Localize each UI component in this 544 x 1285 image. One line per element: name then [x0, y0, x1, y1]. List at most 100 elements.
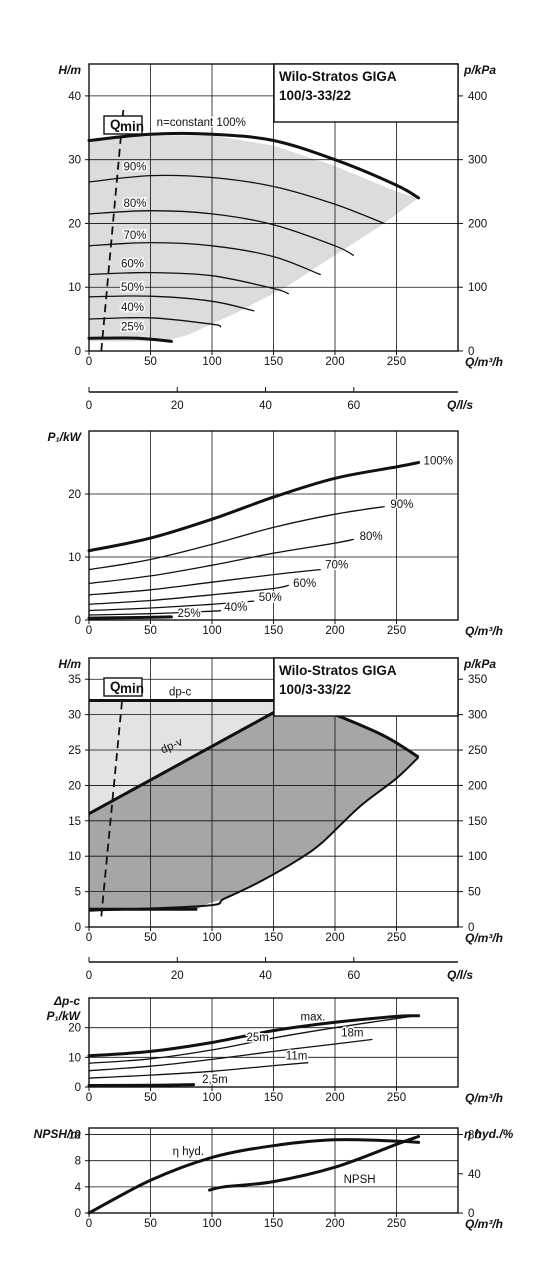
y2-tick-label: 100 — [468, 851, 487, 863]
y-tick-label: 10 — [68, 282, 81, 294]
y-tick-label: 12 — [68, 1130, 81, 1142]
series-line-n-constant-100- — [87, 131, 421, 200]
y-axis-title: NPSH/m — [34, 1127, 82, 1141]
qmin-sub: min — [120, 119, 144, 134]
panel-bg-head_curves — [89, 135, 419, 342]
series-line-25- — [87, 336, 173, 343]
series-label: η hyd. — [173, 1146, 204, 1158]
y-tick-label: 20 — [68, 780, 81, 792]
series-line-40- — [88, 316, 222, 328]
series-label: 25% — [121, 322, 144, 334]
x-tick-label: 250 — [387, 625, 406, 637]
chart-title-line1: Wilo-Stratos GIGA — [279, 663, 397, 678]
y-tick-label: 0 — [75, 1208, 81, 1220]
x-tick-label: 50 — [144, 932, 157, 944]
y2-axis-title: p/kPa — [463, 657, 496, 671]
y-tick-label: 20 — [68, 1023, 81, 1035]
x-tick-label: 0 — [86, 625, 92, 637]
y-tick-label: 0 — [75, 922, 81, 934]
x-tick-label: 50 — [144, 625, 157, 637]
series-label: 90% — [390, 499, 413, 511]
y-axis-title-line1: Δp-c — [53, 994, 80, 1008]
x-tick-label: 100 — [202, 356, 221, 368]
panel-npsh_efficiency: η hyd. NPSH 0 50 100 150 200 250 0 4 8 12 0 40 80η hyd… — [34, 1127, 514, 1231]
secondary-x-axis-head_curves: 0 20 40 60 Q/l/s — [86, 387, 473, 412]
x-tick-label: 150 — [264, 356, 283, 368]
y-tick-label: 10 — [68, 851, 81, 863]
panel-head_curves: n=constant 100% 90% 80% 70% 60% 50% 40% 25% Q min… — [58, 63, 503, 369]
series-label: 90% — [123, 162, 146, 174]
y2-tick-label: 300 — [468, 155, 487, 167]
series-line-80- — [88, 210, 355, 256]
x-tick-label: 0 — [86, 1092, 92, 1104]
title-box — [273, 63, 459, 123]
y2-tick-label: 80 — [468, 1130, 481, 1142]
x-tick-label: 50 — [144, 1218, 157, 1230]
x-tick-label: 150 — [264, 625, 283, 637]
y2-tick-label: 50 — [468, 887, 481, 899]
x2-tick-label: 40 — [259, 970, 272, 982]
series-label: 70% — [325, 559, 348, 571]
x-tick-label: 50 — [144, 1092, 157, 1104]
y-axis-title: H/m — [58, 63, 81, 77]
x-tick-label: 250 — [387, 356, 406, 368]
y2-tick-label: 0 — [468, 346, 474, 358]
x-tick-label: 250 — [387, 1218, 406, 1230]
series-line-25- — [87, 615, 173, 620]
qmin-label: Q — [110, 117, 121, 132]
series-label: 60% — [293, 578, 316, 590]
y-tick-label: 25 — [68, 745, 81, 757]
series-label: 11m — [286, 1050, 308, 1062]
y-tick-label: 20 — [68, 218, 81, 230]
series-label: n=constant 100% — [157, 117, 246, 129]
x-tick-label: 150 — [264, 1092, 283, 1104]
operating-envelope — [89, 135, 419, 342]
y-tick-label: 40 — [68, 91, 81, 103]
qmin-line — [100, 108, 125, 352]
y-tick-label: 5 — [75, 887, 81, 899]
x2-tick-label: 0 — [86, 400, 92, 412]
x-tick-label: 50 — [144, 356, 157, 368]
y2-tick-label: 0 — [468, 1208, 474, 1220]
series-line-max- — [87, 1014, 421, 1058]
x2-tick-label: 20 — [171, 970, 184, 982]
series-line-80- — [88, 538, 355, 585]
series-label: 40% — [224, 602, 247, 614]
y2-axis-title: η hyd./% — [464, 1127, 514, 1141]
series-line-60- — [88, 271, 289, 295]
x-tick-label: 0 — [86, 932, 92, 944]
x-tick-label: 100 — [202, 1092, 221, 1104]
series-label: 50% — [259, 592, 282, 604]
dpv-line — [88, 699, 297, 816]
y2-tick-label: 200 — [468, 780, 487, 792]
x-tick-label: 200 — [325, 1218, 344, 1230]
y-axis-title-line2: P₁/kW — [46, 1009, 81, 1023]
x-tick-label: 150 — [264, 1218, 283, 1230]
x-tick-label: 250 — [387, 1092, 406, 1104]
y-axis-title: P₁/kW — [47, 430, 82, 444]
x-tick-label: 150 — [264, 932, 283, 944]
series-label: 80% — [360, 531, 383, 543]
qmin-box — [103, 677, 143, 697]
panel-power_curves: 100%90%80%70%60%50%40%25%0 50 100 150 200 250… — [47, 430, 503, 638]
y-tick-label: 30 — [68, 155, 81, 167]
series-label: 40% — [121, 302, 144, 314]
x-tick-label: 100 — [202, 932, 221, 944]
series-line--hyd- — [87, 1138, 421, 1215]
x2-tick-label: 20 — [171, 400, 184, 412]
series-line-18m — [88, 1038, 373, 1072]
x-axis-title: Q/m³/h — [465, 355, 503, 369]
panel-bg-head_control_modes — [89, 700, 419, 910]
x-tick-label: 200 — [325, 625, 344, 637]
qmin-sub: min — [120, 681, 144, 696]
dpv-region — [89, 700, 419, 910]
x-axis-title: Q/m³/h — [465, 931, 503, 945]
series-label: 2,5m — [202, 1074, 228, 1086]
x-axis-title: Q/m³/h — [465, 624, 503, 638]
x2-tick-label: 60 — [347, 400, 360, 412]
chart-title-line2: 100/3-33/22 — [279, 88, 351, 103]
series-label: 50% — [121, 282, 144, 294]
